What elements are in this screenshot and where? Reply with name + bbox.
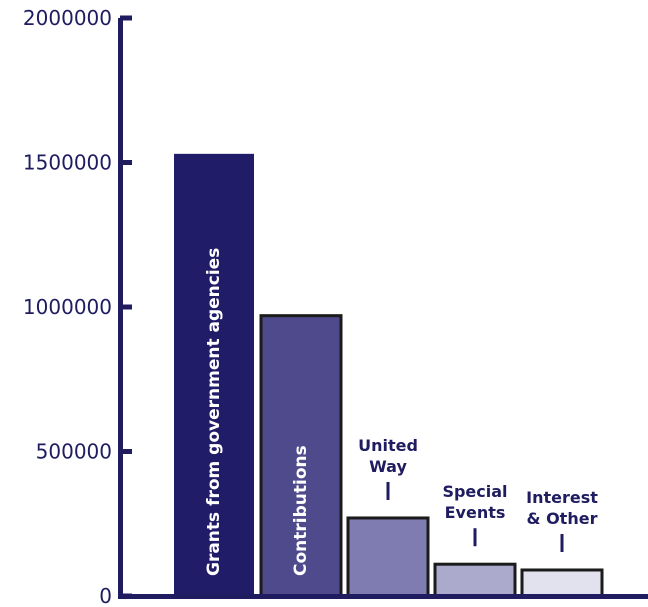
bar-2 [259, 314, 343, 598]
y-tick-label: 500000 [36, 440, 112, 464]
bar-label-3: United Way [358, 436, 418, 476]
bar-1 [174, 153, 254, 596]
y-tick-mark [120, 449, 132, 454]
bar-label-5: Interest & Other [526, 488, 598, 528]
bar-callout-line-5 [560, 533, 564, 552]
bar-label-1: Grants from government agencies [204, 248, 224, 576]
y-tick-label: 1500000 [23, 151, 112, 175]
bar-4 [433, 562, 517, 598]
bars-layer [174, 153, 604, 598]
bar-label-2: Contributions [291, 445, 311, 576]
y-tick-mark [120, 593, 132, 599]
y-tick-label: 2000000 [23, 6, 112, 30]
bar-label-4: Special Events [442, 482, 507, 522]
bar-callout-line-3 [386, 481, 390, 500]
y-tick-mark [120, 304, 132, 310]
bar-3 [346, 516, 430, 598]
bar-5 [520, 568, 604, 598]
labels-layer: 0 500000 1000000 1500000 2000000 Grants from … [23, 6, 598, 607]
y-tick-label: 0 [99, 584, 112, 607]
axes-layer [118, 15, 648, 599]
y-tick-mark [120, 160, 132, 165]
x-axis-line [118, 594, 648, 599]
y-tick-label: 1000000 [23, 295, 112, 319]
y-tick-mark [120, 15, 132, 21]
bar-callout-line-4 [473, 528, 477, 547]
